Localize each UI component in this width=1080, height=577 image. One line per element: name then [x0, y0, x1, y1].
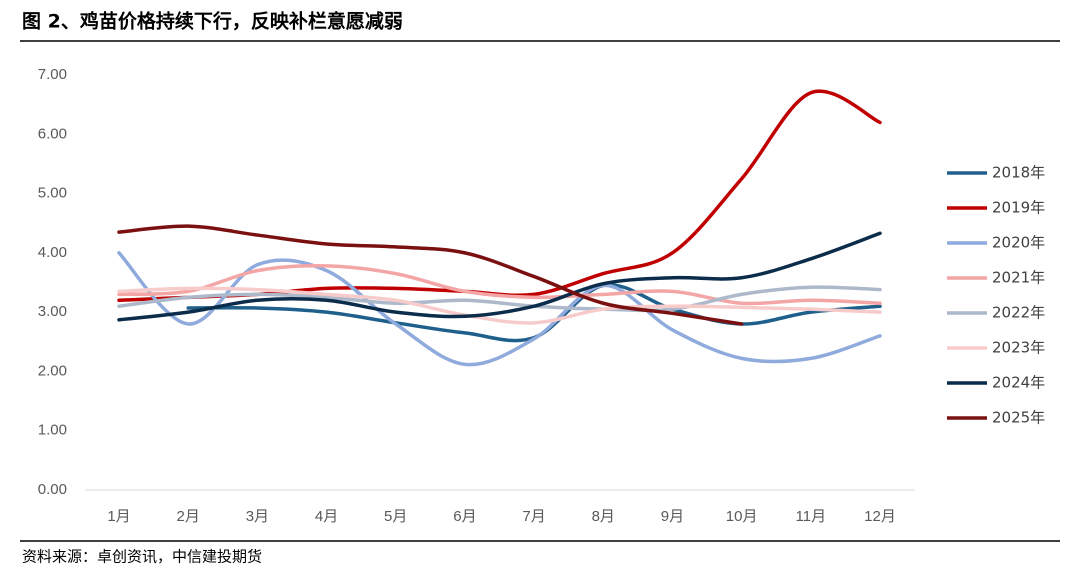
legend-label: 2024年	[992, 374, 1045, 392]
x-tick-label: 11月	[796, 508, 827, 525]
x-tick-label: 5月	[384, 508, 407, 525]
y-tick-label: 6.00	[38, 125, 67, 142]
series-line	[117, 251, 882, 367]
x-tick-label: 12月	[864, 508, 896, 525]
series-line	[117, 224, 744, 326]
chart-title: 图 2、鸡苗价格持续下行，反映补栏意愿减弱	[22, 10, 403, 33]
series-line	[117, 264, 882, 306]
legend-label: 2023年	[992, 339, 1045, 357]
x-tick-label: 4月	[315, 508, 338, 525]
y-tick-label: 2.00	[38, 362, 67, 379]
y-tick-label: 7.00	[38, 66, 67, 83]
x-tick-label: 1月	[107, 508, 130, 525]
source: 资料来源：卓创资讯，中信建投期货	[22, 548, 262, 566]
x-tick-label: 8月	[592, 508, 615, 525]
legend-label: 2020年	[992, 234, 1045, 252]
legend-label: 2019年	[992, 199, 1045, 217]
x-tick-label: 2月	[177, 508, 200, 525]
legend-label: 2025年	[992, 409, 1045, 427]
series-line	[117, 285, 882, 313]
series-line	[117, 286, 882, 325]
x-tick-label: 10月	[726, 508, 758, 525]
y-tick-label: 4.00	[38, 244, 67, 261]
x-tick-label: 9月	[661, 508, 684, 525]
legend-label: 2018年	[992, 164, 1045, 182]
legend-label: 2021年	[992, 269, 1045, 287]
x-tick-label: 7月	[522, 508, 545, 525]
series-line	[117, 89, 882, 303]
x-tick-label: 6月	[453, 508, 476, 525]
legend-label: 2022年	[992, 304, 1045, 322]
series-line	[117, 231, 882, 322]
y-tick-label: 3.00	[38, 303, 67, 320]
x-tick-label: 3月	[246, 508, 269, 525]
y-tick-label: 5.00	[38, 185, 67, 202]
y-tick-label: 1.00	[38, 422, 67, 439]
y-tick-label: 0.00	[38, 481, 67, 498]
